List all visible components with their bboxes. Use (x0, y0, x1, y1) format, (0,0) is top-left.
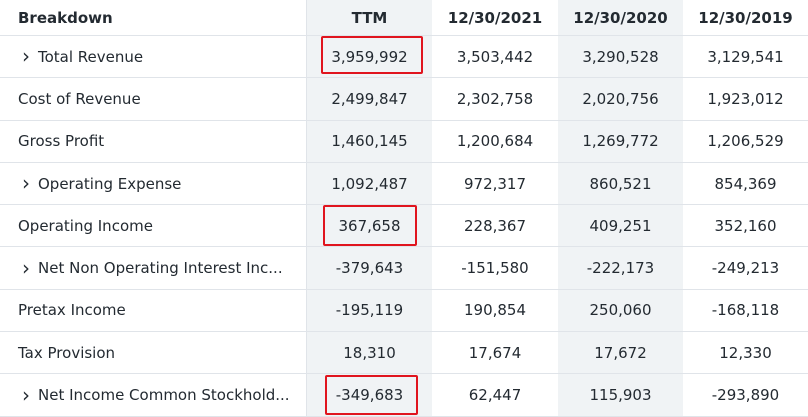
row-label-cell[interactable]: › Total Revenue (0, 36, 307, 77)
row-label: Net Income Common Stockhold... (38, 386, 290, 405)
table-row: Gross Profit 1,460,145 1,200,684 1,269,772 1… (0, 121, 808, 163)
value-cell: 409,251 (589, 216, 652, 235)
value-cell: -222,173 (586, 259, 655, 278)
chevron-right-icon[interactable]: › (22, 255, 30, 280)
table-row[interactable]: › Net Non Operating Interest Inc... -379,6… (0, 248, 808, 290)
value-cell: 1,923,012 (707, 89, 784, 108)
value-cell: 228,367 (463, 216, 527, 235)
header-2019: 12/30/2019 (698, 8, 793, 27)
row-label-cell: Tax Provision (0, 332, 307, 373)
row-label: Operating Income (18, 216, 153, 235)
value-cell: -293,890 (711, 386, 780, 405)
table-row[interactable]: › Total Revenue 3,959,992 3,503,442 3,290,52… (0, 36, 808, 79)
value-cell: 2,020,756 (582, 89, 659, 108)
row-label: Net Non Operating Interest Inc... (38, 259, 283, 278)
value-cell: 12,330 (719, 343, 772, 362)
value-cell: 62,447 (468, 386, 522, 405)
row-label-cell: Operating Income (0, 205, 307, 246)
value-cell: 190,854 (463, 301, 527, 320)
highlight-box-operating-income (323, 205, 417, 246)
value-cell: -349,683 (335, 386, 404, 405)
header-2021: 12/30/2021 (447, 8, 543, 27)
value-cell: 250,060 (589, 301, 652, 320)
table-row: Tax Provision 18,310 17,674 17,672 12,330 (0, 332, 808, 375)
header-2020: 12/30/2020 (573, 8, 668, 27)
value-cell: 1,206,529 (707, 132, 784, 151)
divider (306, 0, 307, 417)
chevron-right-icon[interactable]: › (22, 171, 30, 196)
row-label: Operating Expense (38, 174, 182, 193)
row-label: Tax Provision (18, 343, 116, 362)
ttm-column-shade (307, 0, 432, 417)
value-cell: 17,674 (468, 343, 522, 362)
value-cell: 860,521 (589, 174, 652, 193)
value-cell: 3,129,541 (707, 47, 784, 66)
row-label: Total Revenue (38, 47, 144, 66)
value-cell: -195,119 (335, 301, 404, 320)
value-cell: 3,290,528 (582, 47, 659, 66)
value-cell: 3,503,442 (456, 47, 534, 66)
chevron-right-icon[interactable]: › (22, 44, 30, 69)
table-header: Breakdown TTM 12/30/2021 12/30/2020 12/3… (0, 0, 808, 36)
value-cell: 18,310 (343, 343, 396, 362)
value-cell: 1,200,684 (456, 132, 534, 151)
row-label: Gross Profit (18, 132, 105, 151)
value-cell: -249,213 (711, 259, 780, 278)
value-cell: 1,460,145 (331, 132, 408, 151)
value-cell: 1,269,772 (582, 132, 659, 151)
header-breakdown: Breakdown (18, 8, 113, 27)
chevron-right-icon[interactable]: › (22, 382, 30, 407)
row-label-cell: Pretax Income (0, 290, 307, 331)
row-label: Cost of Revenue (18, 89, 141, 108)
row-label-cell[interactable]: › Operating Expense (0, 163, 307, 204)
highlight-box-net-income (325, 375, 418, 415)
value-cell: 1,092,487 (331, 174, 408, 193)
row-label-cell: Cost of Revenue (0, 78, 307, 119)
value-cell: 2,499,847 (331, 89, 408, 108)
row-label-cell: Gross Profit (0, 121, 307, 162)
value-cell: -168,118 (711, 301, 780, 320)
value-cell: 367,658 (338, 216, 401, 235)
table-row: Cost of Revenue 2,499,847 2,302,758 2,020,7… (0, 78, 808, 121)
value-cell: 115,903 (589, 386, 652, 405)
value-cell: 352,160 (714, 216, 777, 235)
table-row[interactable]: › Net Income Common Stockhold... -349,683 6… (0, 374, 808, 417)
value-cell: -151,580 (461, 259, 529, 278)
row-label: Pretax Income (18, 301, 126, 320)
table-row: Pretax Income -195,119 190,854 250,060 -168,… (0, 290, 808, 333)
header-ttm: TTM (351, 8, 388, 27)
table-row[interactable]: › Operating Expense 1,092,487 972,317 860,52… (0, 163, 808, 206)
highlight-box-total-revenue (321, 36, 423, 74)
value-cell: 3,959,992 (331, 47, 408, 66)
col-2020-shade (558, 0, 683, 417)
value-cell: 854,369 (714, 174, 777, 193)
table-row: Operating Income 367,658 228,367 409,251 352… (0, 205, 808, 248)
row-label-cell[interactable]: › Net Income Common Stockhold... (0, 374, 307, 415)
value-cell: 17,672 (594, 343, 647, 362)
value-cell: 2,302,758 (456, 89, 534, 108)
row-label-cell[interactable]: › Net Non Operating Interest Inc... (0, 248, 307, 289)
value-cell: -379,643 (335, 259, 404, 278)
value-cell: 972,317 (463, 174, 527, 193)
